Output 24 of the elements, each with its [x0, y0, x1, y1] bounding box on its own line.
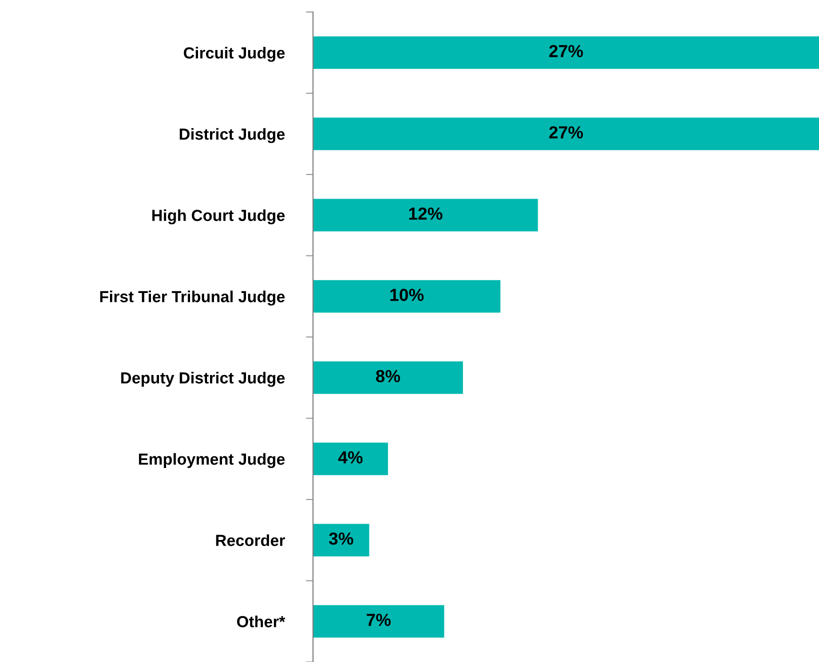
bar [313, 36, 819, 69]
data-label: 8% [376, 370, 400, 382]
data-label: 3% [328, 532, 354, 545]
data-label: 12% [409, 207, 442, 220]
bar [313, 361, 463, 394]
data-label: 27% [549, 126, 583, 138]
data-label: 27% [549, 44, 583, 58]
y-tick-label: First Tier Tribunal Judge [100, 290, 285, 306]
y-tick-label: Recorder [216, 534, 285, 546]
bar [313, 442, 388, 476]
data-label: 7% [366, 614, 391, 626]
y-tick-label: High Court Judge [152, 209, 285, 224]
bar [313, 524, 370, 556]
data-label: 4% [338, 451, 363, 464]
bar [313, 605, 444, 638]
y-tick-label: District Judge [180, 128, 285, 144]
bar [313, 198, 538, 232]
y-tick-label: Other* [237, 616, 286, 628]
bar [313, 118, 819, 150]
bar [313, 280, 500, 313]
data-label: 10% [390, 288, 424, 302]
y-tick-label: Employment Judge [138, 453, 285, 468]
y-tick-label: Deputy District Judge [121, 372, 285, 387]
y-tick-label: Circuit Judge [184, 46, 285, 62]
